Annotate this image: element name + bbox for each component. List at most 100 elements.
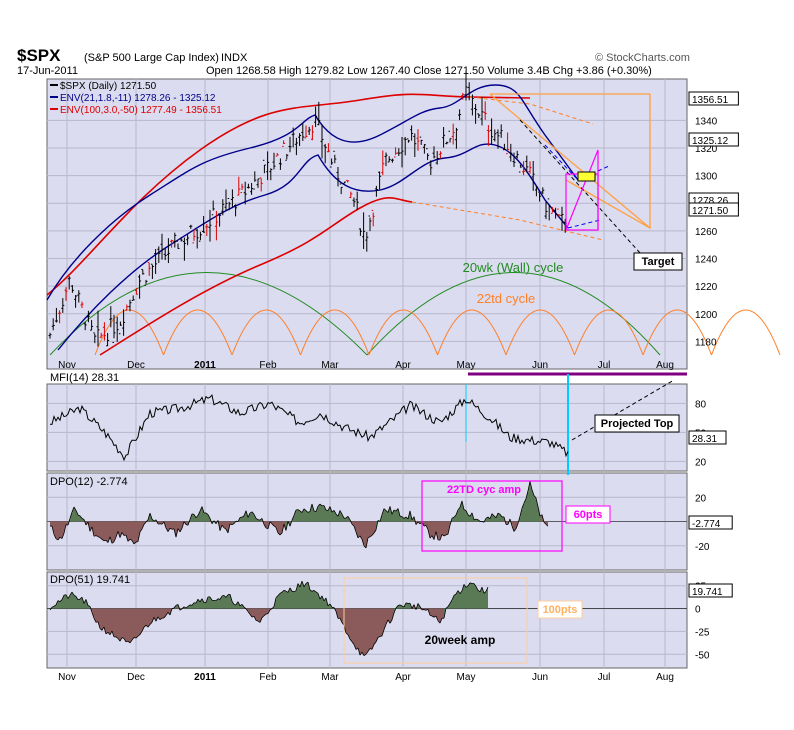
dpo-line-segment (271, 523, 275, 527)
dpo-line-segment (475, 586, 479, 591)
dpo-line-segment (97, 621, 101, 629)
dpo-area-segment (364, 608, 366, 656)
dpo-area-segment (74, 595, 76, 609)
dpo-area-segment (132, 608, 134, 641)
dpo-area-segment (160, 608, 162, 620)
dpo-line-segment (53, 534, 57, 539)
dpo-area-segment (114, 608, 116, 637)
dpo-area-segment (278, 521, 280, 535)
ohlc-summary: Open 1268.58 High 1279.82 Low 1267.40 Cl… (206, 65, 652, 77)
dpo-line-segment (307, 511, 311, 513)
dpo-area-segment (372, 608, 374, 650)
dpo-line-segment (335, 513, 339, 517)
dpo-area-segment (532, 489, 534, 522)
dpo-line-segment (241, 604, 245, 608)
dpo-line-segment (123, 638, 127, 643)
dpo-line-segment (81, 518, 85, 520)
dpo-area-segment (72, 507, 74, 522)
dpo-line-segment (109, 630, 113, 635)
dpo-line-segment (461, 500, 465, 510)
dpo-area-segment (60, 521, 62, 539)
dpo-line-segment (531, 489, 535, 496)
target-projection-line (519, 119, 651, 265)
dpo-line-segment (249, 614, 253, 618)
dpo-area-segment (224, 595, 226, 609)
dpo-line-segment (315, 591, 319, 594)
dpo-line-segment (299, 510, 303, 513)
dpo-area-segment (112, 521, 114, 544)
dpo-area-segment (146, 608, 148, 628)
dpo-line-segment (117, 531, 121, 538)
dpo-line-segment (309, 503, 313, 512)
dpo-area-segment (188, 604, 190, 609)
dpo-area-segment (432, 608, 434, 618)
dpo-line-segment (125, 640, 129, 643)
dpo-line-segment (475, 518, 479, 521)
dpo-line-segment (339, 510, 343, 515)
dpo-line-segment (167, 612, 171, 616)
dpo-area-segment (118, 521, 120, 538)
dpo-line-segment (145, 624, 149, 628)
dpo-line-segment (261, 518, 265, 525)
dpo-line-segment (303, 508, 307, 511)
dpo-area-segment (430, 608, 432, 616)
dpo-area-segment (206, 512, 208, 522)
dpo-line-segment (509, 518, 513, 527)
dpo-area-segment (104, 521, 106, 541)
dpo-line-segment (69, 591, 73, 596)
dpo-line-segment (443, 608, 447, 619)
dpo-line-segment (349, 638, 353, 643)
dpo-line-segment (99, 537, 103, 540)
dpo-line-segment (179, 528, 183, 533)
dpo-area-segment (340, 510, 342, 522)
dpo-line-segment (519, 508, 523, 517)
dpo-line-segment (445, 533, 449, 536)
dpo-line-segment (543, 521, 547, 525)
dpo-area-segment (60, 599, 62, 609)
dpo-line-segment (477, 519, 481, 522)
dpo-line-segment (395, 605, 399, 609)
dpo-area-segment (304, 508, 306, 522)
dpo-line-segment (491, 513, 495, 517)
dpo-area-segment (466, 585, 468, 609)
exchange: INDX (221, 52, 248, 64)
dpo-line-segment (73, 594, 77, 597)
dpo-line-segment (391, 612, 395, 620)
dpo-area-segment (484, 591, 486, 609)
dpo-area-segment (326, 509, 328, 522)
month-label-top-6: May (457, 360, 476, 371)
dpo-line-segment (333, 607, 337, 612)
projected-top-label: Projected Top (601, 418, 674, 430)
dpo-line-segment (333, 510, 337, 515)
dpo-area-segment (156, 608, 158, 622)
dpo-line-segment (409, 603, 413, 609)
dpo-line-segment (189, 513, 193, 520)
dpo-line-segment (387, 619, 391, 624)
dpo-line-segment (401, 516, 405, 519)
dpo-area-segment (50, 521, 52, 527)
dpo-area-segment (302, 581, 304, 609)
td-cycle-arc-4 (368, 309, 438, 356)
dpo-area-segment (72, 592, 74, 609)
dpo-line-segment (155, 519, 159, 525)
target-box (633, 252, 683, 271)
dpo-area-segment (358, 608, 360, 656)
dpo-line-segment (263, 613, 267, 617)
dpo-area-segment (286, 591, 288, 609)
panel-title-1: DPO(12) -2.774 (50, 476, 128, 488)
dpo-line-segment (447, 603, 451, 607)
projected-top-line (571, 379, 675, 441)
dpo-area-segment (476, 586, 478, 609)
dpo-line-segment (127, 640, 131, 644)
dpo-line-segment (83, 599, 87, 604)
y-tick-label-0-4: 1260 (695, 227, 718, 238)
dpo-area-segment (488, 516, 490, 522)
dpo-area-segment (472, 583, 474, 609)
dpo-line-segment (293, 590, 297, 593)
dpo-area-segment (212, 600, 214, 609)
dpo-line-segment (323, 505, 327, 511)
dpo-line-segment (151, 617, 155, 623)
dpo-area-segment (500, 514, 502, 522)
dpo-area-segment (358, 521, 360, 538)
